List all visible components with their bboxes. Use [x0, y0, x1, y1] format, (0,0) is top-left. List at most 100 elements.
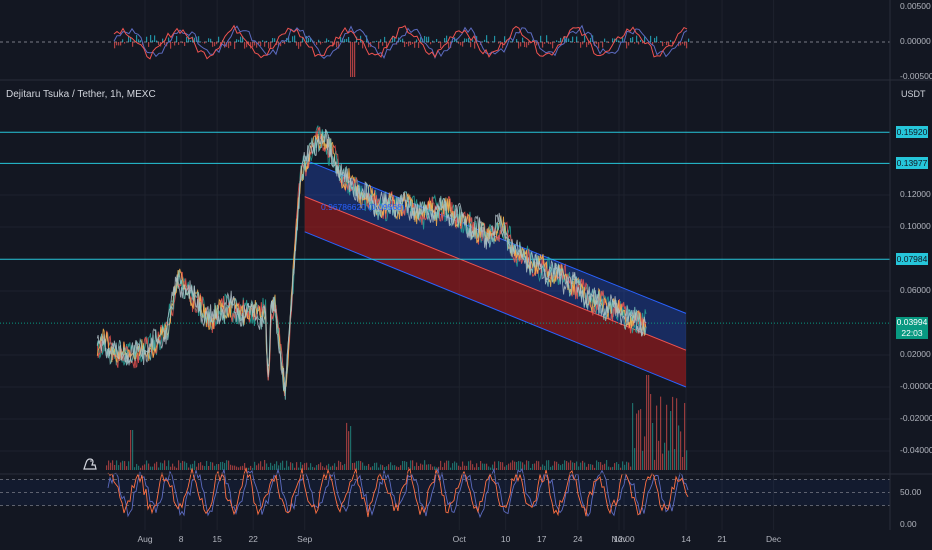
osc-histogram-bar	[628, 42, 630, 46]
osc-histogram-bar	[246, 42, 248, 48]
volume-bar	[272, 465, 274, 470]
volume-bar	[550, 466, 552, 470]
osc-histogram-bar	[652, 42, 654, 46]
volume-bar	[310, 463, 312, 470]
volume-bar	[316, 465, 318, 470]
x-tick-label: Aug	[137, 534, 153, 544]
volume-bar	[270, 462, 272, 470]
osc-histogram-bar	[238, 39, 240, 42]
volume-bar	[552, 465, 554, 470]
volume-bar	[660, 396, 662, 470]
osc-histogram-bar	[114, 42, 116, 49]
volume-bar	[170, 466, 172, 470]
volume-bar	[500, 461, 502, 470]
volume-bar	[362, 462, 364, 470]
volume-bar	[420, 463, 422, 470]
osc-histogram-bar	[376, 40, 378, 42]
volume-bar	[322, 466, 324, 470]
volume-bar	[626, 461, 628, 470]
osc-histogram-bar	[130, 37, 132, 42]
osc-histogram-bar	[162, 38, 164, 42]
osc-histogram-bar	[168, 37, 170, 42]
volume-bar	[542, 464, 544, 470]
volume-bar	[586, 466, 588, 470]
volume-bar	[154, 463, 156, 470]
volume-bar	[338, 460, 340, 470]
volume-bar	[168, 460, 170, 470]
oscillator-panel	[0, 24, 890, 77]
volume-bar	[472, 464, 474, 470]
y-tick-label: -0.00500	[900, 71, 932, 81]
horizontal-lines	[0, 131, 890, 324]
volume-bar	[532, 463, 534, 470]
osc-histogram-bar	[124, 42, 126, 44]
osc-histogram-bar	[278, 42, 280, 46]
volume-bar	[470, 460, 472, 470]
volume-bar	[646, 375, 648, 470]
volume-bar	[158, 467, 160, 470]
osc-histogram-bar	[350, 42, 352, 77]
volume-bar	[676, 398, 678, 470]
osc-histogram-bar	[138, 39, 140, 42]
volume-bar	[326, 465, 328, 470]
x-tick-label: 22	[248, 534, 258, 544]
volume-bar	[342, 465, 344, 470]
volume-bar	[400, 465, 402, 470]
osc-histogram-bar	[186, 36, 188, 42]
volume-bar	[458, 465, 460, 470]
volume-bar	[226, 460, 228, 470]
osc-histogram-bar	[172, 42, 174, 44]
osc-histogram-bar	[522, 37, 524, 42]
osc-histogram-bar	[298, 42, 300, 49]
volume-bar	[524, 464, 526, 470]
volume-bar	[394, 465, 396, 470]
volume-bar	[300, 462, 302, 470]
osc-histogram-bar	[632, 37, 634, 42]
volume-bar	[330, 466, 332, 470]
osc-histogram-bar	[464, 38, 466, 42]
volume-bar	[554, 461, 556, 470]
fib-label: 0.96786620 (0.09568)	[321, 202, 405, 212]
osc-histogram-bar	[518, 42, 520, 49]
volume-bar	[350, 426, 352, 470]
chart-title: Dejitaru Tsuka / Tether, 1h, MEXC	[6, 89, 156, 100]
osc-histogram-bar	[492, 41, 494, 42]
osc-histogram-bar	[580, 42, 582, 48]
volume-bar	[456, 462, 458, 470]
osc-histogram-bar	[572, 36, 574, 42]
osc-histogram-bar	[300, 42, 302, 47]
volume-bar	[686, 450, 688, 470]
volume-bar	[280, 462, 282, 470]
osc-histogram-bar	[346, 38, 348, 42]
osc-histogram-bar	[556, 40, 558, 42]
osc-histogram-bar	[240, 36, 242, 42]
osc-histogram-bar	[262, 40, 264, 42]
y-tick-label: 0.00000	[900, 36, 931, 46]
volume-bar	[432, 466, 434, 470]
osc-histogram-bar	[504, 36, 506, 42]
osc-histogram-bar	[258, 42, 260, 45]
volume-bar	[380, 464, 382, 470]
osc-histogram-bar	[116, 42, 118, 46]
osc-histogram-bar	[602, 42, 604, 48]
osc-histogram-bar	[668, 42, 670, 46]
volume-bar	[184, 461, 186, 470]
volume-bar	[358, 460, 360, 470]
volume-bar	[136, 463, 138, 470]
volume-bar	[282, 460, 284, 470]
osc-histogram-bar	[612, 38, 614, 42]
osc-histogram-bar	[296, 42, 298, 46]
volume-bar	[564, 460, 566, 470]
volume-bar	[618, 464, 620, 470]
volume-bar	[504, 466, 506, 470]
volume-bar	[346, 422, 348, 470]
volume-bar	[290, 462, 292, 470]
volume-bar	[308, 467, 310, 470]
tradingview-logo-icon[interactable]	[82, 456, 98, 470]
volume-bar	[214, 465, 216, 470]
osc-histogram-bar	[340, 36, 342, 42]
price-series	[96, 125, 647, 400]
osc-histogram-bar	[268, 42, 270, 49]
osc-histogram-bar	[590, 37, 592, 42]
